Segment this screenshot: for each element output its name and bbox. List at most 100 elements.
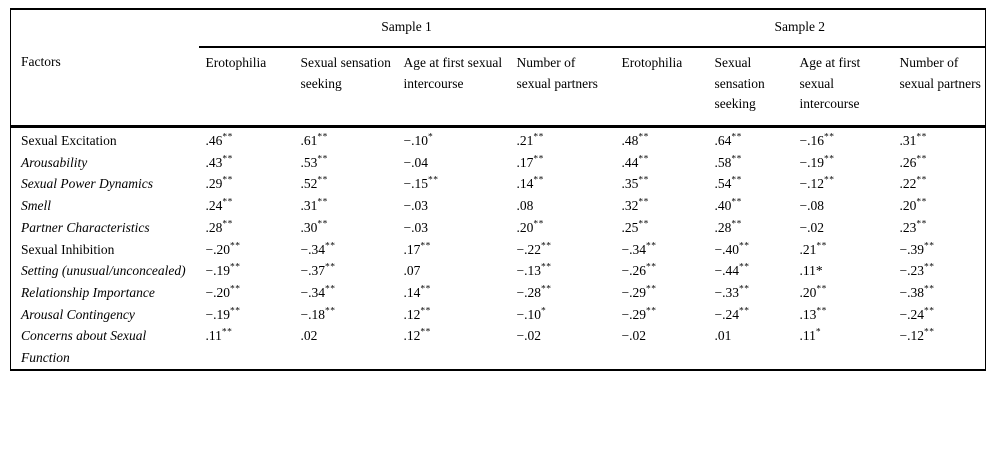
row-label: Arousability bbox=[21, 154, 88, 170]
significance-asterisks: ** bbox=[824, 132, 835, 143]
correlation-cell: −.24** bbox=[714, 306, 750, 322]
significance-asterisks: ** bbox=[533, 154, 544, 165]
significance-asterisks: ** bbox=[924, 306, 935, 317]
correlation-cell: .20** bbox=[899, 197, 927, 214]
correlation-cell: .54** bbox=[714, 175, 742, 192]
correlation-table: Sample 1 Sample 2 Factors Erotophilia Sex… bbox=[10, 8, 986, 371]
correlation-cell: .46** bbox=[205, 132, 233, 148]
correlation-cell: −.04 bbox=[403, 154, 429, 170]
correlation-cell: .44** bbox=[621, 154, 649, 170]
significance-asterisks: ** bbox=[816, 284, 827, 295]
row-label: Concerns about Sexual Function bbox=[21, 328, 147, 366]
correlation-cell: .12** bbox=[403, 327, 431, 344]
correlation-cell: −.29** bbox=[621, 306, 657, 322]
correlation-cell: −.12** bbox=[899, 327, 935, 344]
significance-asterisks: ** bbox=[916, 175, 927, 186]
correlation-cell: .11* bbox=[799, 263, 823, 279]
correlation-cell: −.33** bbox=[714, 284, 750, 300]
row-label: Sexual Excitation bbox=[21, 133, 117, 148]
correlation-cell: −.38** bbox=[899, 284, 935, 300]
correlation-cell: −.13** bbox=[516, 262, 552, 279]
table-row: Sexual Excitation .46** .61** −.10* .21** .48… bbox=[11, 127, 986, 152]
correlation-cell: −.12** bbox=[799, 175, 835, 192]
significance-asterisks: ** bbox=[638, 175, 649, 186]
significance-asterisks: ** bbox=[317, 175, 328, 186]
correlation-cell: −.29** bbox=[621, 284, 657, 300]
significance-asterisks: ** bbox=[924, 262, 935, 273]
column-header: Age at first sexual intercourse bbox=[396, 47, 510, 128]
correlation-cell: −.02 bbox=[799, 219, 825, 235]
correlation-cell: −.34** bbox=[621, 241, 657, 257]
correlation-cell: .23** bbox=[899, 219, 927, 235]
correlation-cell: .08 bbox=[516, 198, 534, 214]
row-label: Partner Characteristics bbox=[21, 219, 150, 235]
correlation-cell: .11* bbox=[799, 327, 822, 344]
significance-asterisks: ** bbox=[916, 219, 927, 230]
correlation-cell: −.03 bbox=[403, 198, 429, 214]
correlation-cell: −.19** bbox=[799, 154, 835, 170]
significance-asterisks: ** bbox=[533, 132, 544, 143]
significance-asterisks: ** bbox=[325, 284, 336, 295]
table-row: Relationship Importance −.20** −.34** .14**… bbox=[11, 282, 986, 304]
significance-asterisks: ** bbox=[731, 175, 742, 186]
row-label: Sexual Power Dynamics bbox=[21, 176, 153, 192]
table-row: Smell .24** .31** −.03 .08 .32** .40** −.08 .20*… bbox=[11, 195, 986, 217]
correlation-cell: −.02 bbox=[516, 328, 542, 344]
correlation-cell: −.40** bbox=[714, 241, 750, 257]
correlation-cell: .26** bbox=[899, 154, 927, 170]
correlation-cell: −.28** bbox=[516, 284, 552, 300]
correlation-cell: .14** bbox=[516, 175, 544, 192]
correlation-cell: −.34** bbox=[300, 284, 336, 300]
significance-asterisks: ** bbox=[420, 241, 431, 252]
significance-asterisks: ** bbox=[222, 132, 233, 143]
row-label: Relationship Importance bbox=[21, 284, 155, 300]
significance-asterisks: ** bbox=[420, 284, 431, 295]
significance-asterisks: ** bbox=[533, 175, 544, 186]
column-header: Sexual sensation seeking bbox=[293, 47, 397, 128]
factors-header: Factors bbox=[10, 47, 199, 128]
significance-asterisks: ** bbox=[739, 262, 750, 273]
significance-asterisks: ** bbox=[230, 262, 241, 273]
spanner-corner-cell bbox=[11, 9, 199, 47]
correlation-cell: .32** bbox=[621, 197, 649, 214]
significance-asterisks: ** bbox=[222, 219, 233, 230]
significance-asterisks: ** bbox=[731, 154, 742, 165]
significance-asterisks: ** bbox=[731, 219, 742, 230]
correlation-cell: −.10* bbox=[403, 132, 434, 148]
correlation-cell: .40** bbox=[714, 197, 742, 214]
significance-asterisks: ** bbox=[646, 284, 657, 295]
correlation-cell: −.20** bbox=[205, 284, 241, 300]
correlation-cell: −.26** bbox=[621, 262, 657, 279]
significance-asterisks: ** bbox=[230, 241, 241, 252]
correlation-cell: .30** bbox=[300, 219, 328, 235]
sample2-spanner: Sample 2 bbox=[614, 9, 986, 48]
correlation-cell: .28** bbox=[714, 219, 742, 235]
table-row: Arousal Contingency −.19** −.18** .12** −.10… bbox=[11, 304, 986, 326]
significance-asterisks: ** bbox=[428, 175, 439, 186]
column-header-row: Factors Erotophilia Sexual sensation seek… bbox=[10, 47, 986, 128]
significance-asterisks: ** bbox=[420, 306, 431, 317]
significance-asterisks: ** bbox=[325, 306, 336, 317]
correlation-cell: .11** bbox=[205, 327, 233, 344]
significance-asterisks: * bbox=[815, 327, 822, 338]
significance-asterisks: ** bbox=[222, 197, 233, 208]
significance-asterisks: ** bbox=[230, 284, 241, 295]
significance-asterisks: ** bbox=[638, 154, 649, 165]
column-header: Sexual sensation seeking bbox=[707, 47, 793, 128]
correlation-cell: −.19** bbox=[205, 306, 241, 322]
significance-asterisks: ** bbox=[646, 306, 657, 317]
significance-asterisks: ** bbox=[924, 284, 935, 295]
correlation-cell: −.23** bbox=[899, 262, 935, 279]
significance-asterisks: ** bbox=[317, 197, 328, 208]
significance-asterisks: ** bbox=[317, 219, 328, 230]
table-row: Sexual Power Dynamics .29** .52** −.15** .14… bbox=[11, 173, 986, 195]
significance-asterisks: ** bbox=[816, 306, 827, 317]
correlation-cell: .29** bbox=[205, 175, 233, 192]
table-row: Arousability .43** .53** −.04 .17** .44** .58*… bbox=[11, 152, 986, 174]
significance-asterisks: ** bbox=[739, 306, 750, 317]
significance-asterisks: ** bbox=[533, 219, 544, 230]
correlation-cell: .58** bbox=[714, 154, 742, 170]
correlation-cell: .43** bbox=[205, 154, 233, 170]
significance-asterisks: ** bbox=[924, 327, 935, 338]
significance-asterisks: ** bbox=[317, 154, 328, 165]
